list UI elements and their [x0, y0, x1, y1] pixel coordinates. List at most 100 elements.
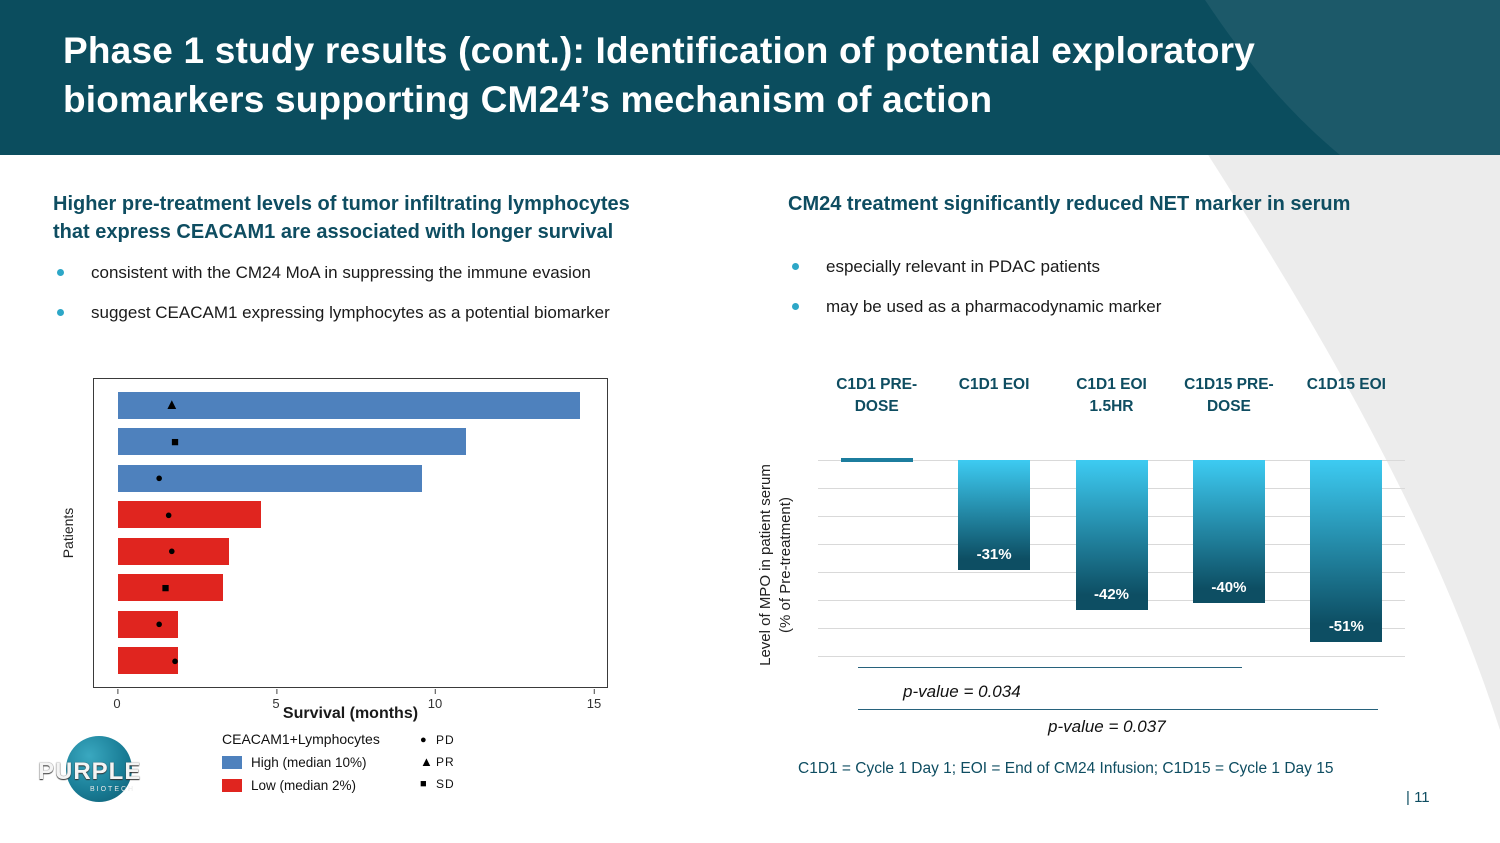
survival-legend-groups: High (median 10%) Low (median 2%) — [222, 755, 422, 793]
legend-group-row: High (median 10%) — [222, 755, 422, 770]
logo-circle-icon — [66, 736, 132, 802]
page-number: | 11 — [1406, 789, 1430, 806]
mpo-bar-value-label: -31% — [976, 546, 1012, 564]
triangle-marker-icon: ▲ — [420, 754, 433, 769]
mpo-bar: -40% — [1192, 460, 1265, 603]
mpo-column — [818, 458, 935, 656]
mpo-y-axis-label-line-2: (% of Pre-treatment) — [777, 497, 794, 633]
circle-marker-icon: ● — [420, 733, 427, 746]
right-bullet-list: especially relevant in PDAC patients may… — [788, 256, 1438, 318]
header-swoosh-decoration — [1205, 0, 1500, 155]
square-marker-icon: ■ — [161, 579, 170, 595]
triangle-marker-icon: ▲ — [164, 396, 180, 414]
legend-group-label: High (median 10%) — [251, 755, 367, 770]
left-heading: Higher pre-treatment levels of tumor inf… — [53, 190, 723, 246]
circle-marker-icon: ● — [171, 652, 179, 668]
x-tick-label: 5 — [272, 689, 280, 711]
legend-marker-row: ■ SD — [420, 777, 455, 791]
survival-row: ▲ — [118, 391, 593, 419]
left-section: Higher pre-treatment levels of tumor inf… — [53, 190, 723, 343]
left-heading-line-1: Higher pre-treatment levels of tumor inf… — [53, 193, 630, 215]
mpo-column: -42% — [1053, 460, 1170, 656]
abbreviations-footnote: C1D1 = Cycle 1 Day 1; EOI = End of CM24 … — [798, 760, 1334, 777]
p-value-label-2: p-value = 0.037 — [1048, 717, 1166, 736]
bullet-dot-icon — [792, 263, 799, 270]
bullet-item: consistent with the CM24 MoA in suppress… — [53, 262, 723, 283]
right-section: CM24 treatment significantly reduced NET… — [788, 190, 1438, 337]
x-tick-label: 15 — [586, 689, 602, 711]
survival-bar — [118, 647, 179, 675]
logo-subtext: BIOTECH — [90, 786, 136, 793]
survival-row: ■ — [118, 574, 593, 602]
survival-row: ● — [118, 647, 593, 675]
survival-row: ■ — [118, 428, 593, 456]
survival-bar — [118, 464, 422, 492]
bullet-item: especially relevant in PDAC patients — [788, 256, 1438, 277]
mpo-bar-chart: -31% -42% -40% -51% — [818, 458, 1405, 657]
legend-marker-row: ▲ PR — [420, 754, 455, 769]
p-value-bracket-2 — [858, 709, 1378, 710]
circle-marker-icon: ● — [155, 616, 164, 632]
mpo-bar: -51% — [1310, 460, 1383, 642]
mpo-category-label: C1D15 PRE-DOSE — [1184, 376, 1274, 415]
logo-wordmark: PURPLE — [38, 758, 142, 785]
survival-legend-title: CEACAM1+Lymphocytes — [222, 731, 380, 747]
slide-title-line-1: Phase 1 study results (cont.): Identific… — [63, 30, 1256, 71]
slide-title-line-2: biomarkers supporting CM24’s mechanism o… — [63, 79, 993, 121]
circle-marker-icon: ● — [164, 506, 173, 522]
x-tick-label: 0 — [113, 689, 121, 711]
legend-marker-label: PD — [436, 732, 455, 747]
survival-legend: CEACAM1+Lymphocytes High (median 10%) Low… — [222, 731, 422, 801]
left-bullet-list: consistent with the CM24 MoA in suppress… — [53, 262, 723, 324]
survival-plot: ▲ ■ ● ● ● ■ ● ● — [93, 378, 608, 688]
bullet-item: may be used as a pharmacodynamic marker — [788, 296, 1438, 317]
legend-marker-label: PR — [436, 754, 455, 769]
survival-y-axis-label: Patients — [60, 507, 76, 559]
mpo-column: -31% — [935, 460, 1052, 656]
mpo-category-label: C1D1 EOI — [958, 376, 1030, 393]
right-heading: CM24 treatment significantly reduced NET… — [788, 193, 1351, 215]
mpo-category-labels: C1D1 PRE-DOSE C1D1 EOI C1D1 EOI 1.5HR C1D15… — [818, 374, 1405, 417]
bullet-item: suggest CEACAM1 expressing lymphocytes a… — [53, 302, 723, 323]
survival-bar — [118, 501, 261, 529]
p-value-label-1: p-value = 0.034 — [903, 682, 1021, 701]
circle-marker-icon: ● — [155, 470, 164, 486]
mpo-category-label: C1D15 EOI — [1306, 376, 1386, 393]
legend-marker-row: ● PD — [420, 732, 455, 747]
header: Phase 1 study results (cont.): Identific… — [0, 0, 1500, 155]
legend-swatch-icon — [222, 779, 242, 792]
survival-bar — [118, 610, 179, 638]
survival-plot-rows: ▲ ■ ● ● ● ■ ● ● — [118, 387, 593, 679]
survival-bar — [118, 391, 581, 419]
survival-row: ● — [118, 537, 593, 565]
mpo-bar: -31% — [958, 460, 1031, 571]
legend-group-row: Low (median 2%) — [222, 778, 422, 793]
gridline — [818, 656, 1405, 657]
survival-row: ● — [118, 464, 593, 492]
mpo-bar — [840, 458, 913, 462]
survival-bar — [118, 428, 467, 456]
bullet-dot-icon — [57, 309, 64, 317]
mpo-bar-value-label: -51% — [1328, 617, 1364, 635]
survival-bar — [118, 537, 229, 565]
mpo-y-axis-label: Level of MPO in patient serum (% of Pre-… — [756, 355, 797, 775]
legend-group-label: Low (median 2%) — [251, 778, 357, 793]
circle-marker-icon: ● — [167, 543, 176, 559]
left-heading-line-2: that express CEACAM1 are associated with… — [53, 221, 614, 243]
slide-title: Phase 1 study results (cont.): Identific… — [0, 0, 1500, 124]
mpo-bar: -42% — [1075, 460, 1148, 610]
survival-legend-markers: ● PD ▲ PR ■ SD — [420, 733, 455, 799]
bullet-dot-icon — [57, 269, 64, 276]
mpo-columns: -31% -42% -40% -51% — [818, 458, 1405, 656]
p-value-bracket-1 — [858, 667, 1242, 668]
square-marker-icon: ■ — [171, 433, 179, 449]
bullet-text: especially relevant in PDAC patients — [826, 257, 1101, 276]
legend-swatch-icon — [222, 756, 242, 769]
x-tick-label: 10 — [427, 689, 443, 711]
mpo-column: -51% — [1288, 460, 1405, 656]
gridline — [818, 628, 1405, 629]
survival-row: ● — [118, 501, 593, 529]
